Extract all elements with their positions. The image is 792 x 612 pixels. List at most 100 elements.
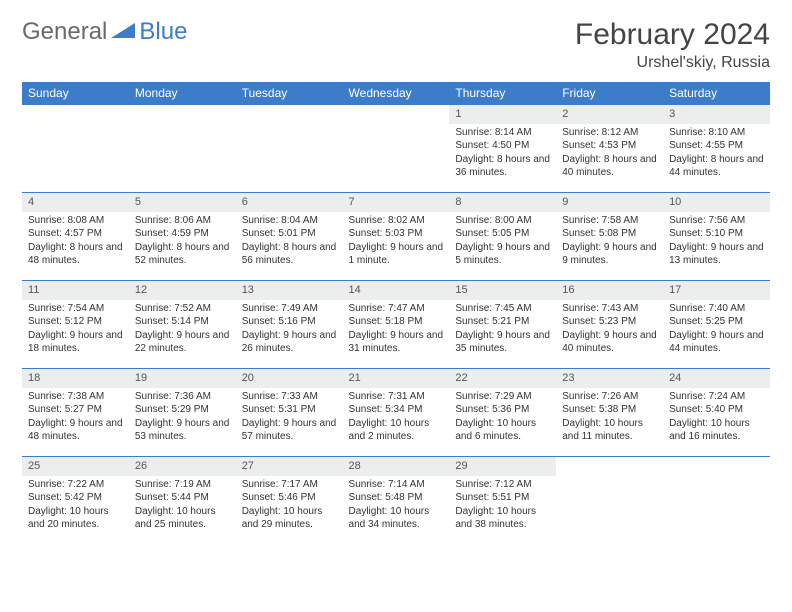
day-number: 28 bbox=[343, 457, 450, 476]
daylight-text: Daylight: 8 hours and 36 minutes. bbox=[455, 153, 550, 180]
calendar-cell: 24Sunrise: 7:24 AMSunset: 5:40 PMDayligh… bbox=[663, 369, 770, 457]
sunset-text: Sunset: 5:21 PM bbox=[455, 315, 550, 329]
day-number: 16 bbox=[556, 281, 663, 300]
day-number: 7 bbox=[343, 193, 450, 212]
sunset-text: Sunset: 5:05 PM bbox=[455, 227, 550, 241]
daylight-text: Daylight: 10 hours and 25 minutes. bbox=[135, 505, 230, 532]
calendar-cell: 9Sunrise: 7:58 AMSunset: 5:08 PMDaylight… bbox=[556, 193, 663, 281]
sunset-text: Sunset: 5:42 PM bbox=[28, 491, 123, 505]
calendar-cell: 8Sunrise: 8:00 AMSunset: 5:05 PMDaylight… bbox=[449, 193, 556, 281]
day-number: 11 bbox=[22, 281, 129, 300]
day-body: Sunrise: 7:40 AMSunset: 5:25 PMDaylight:… bbox=[663, 300, 770, 360]
sunrise-text: Sunrise: 8:00 AM bbox=[455, 214, 550, 228]
day-number: 22 bbox=[449, 369, 556, 388]
day-body: Sunrise: 8:00 AMSunset: 5:05 PMDaylight:… bbox=[449, 212, 556, 272]
sunset-text: Sunset: 5:14 PM bbox=[135, 315, 230, 329]
daylight-text: Daylight: 9 hours and 9 minutes. bbox=[562, 241, 657, 268]
day-body: Sunrise: 7:12 AMSunset: 5:51 PMDaylight:… bbox=[449, 476, 556, 536]
day-body: Sunrise: 7:49 AMSunset: 5:16 PMDaylight:… bbox=[236, 300, 343, 360]
logo: General Blue bbox=[22, 18, 187, 46]
calendar-cell: 26Sunrise: 7:19 AMSunset: 5:44 PMDayligh… bbox=[129, 457, 236, 545]
calendar-cell: 23Sunrise: 7:26 AMSunset: 5:38 PMDayligh… bbox=[556, 369, 663, 457]
day-number: 21 bbox=[343, 369, 450, 388]
sunset-text: Sunset: 5:44 PM bbox=[135, 491, 230, 505]
logo-text-general: General bbox=[22, 18, 107, 46]
sunrise-text: Sunrise: 7:45 AM bbox=[455, 302, 550, 316]
weekday-header: Tuesday bbox=[236, 82, 343, 105]
sunrise-text: Sunrise: 8:12 AM bbox=[562, 126, 657, 140]
day-number: 15 bbox=[449, 281, 556, 300]
calendar-cell: 18Sunrise: 7:38 AMSunset: 5:27 PMDayligh… bbox=[22, 369, 129, 457]
sunrise-text: Sunrise: 8:06 AM bbox=[135, 214, 230, 228]
day-number: 26 bbox=[129, 457, 236, 476]
calendar-cell bbox=[556, 457, 663, 545]
sunrise-text: Sunrise: 8:14 AM bbox=[455, 126, 550, 140]
day-body: Sunrise: 7:31 AMSunset: 5:34 PMDaylight:… bbox=[343, 388, 450, 448]
sunset-text: Sunset: 5:51 PM bbox=[455, 491, 550, 505]
sunset-text: Sunset: 5:23 PM bbox=[562, 315, 657, 329]
calendar-cell bbox=[22, 105, 129, 193]
weekday-header-row: SundayMondayTuesdayWednesdayThursdayFrid… bbox=[22, 82, 770, 105]
daylight-text: Daylight: 8 hours and 52 minutes. bbox=[135, 241, 230, 268]
daylight-text: Daylight: 10 hours and 38 minutes. bbox=[455, 505, 550, 532]
day-body: Sunrise: 7:19 AMSunset: 5:44 PMDaylight:… bbox=[129, 476, 236, 536]
daylight-text: Daylight: 9 hours and 40 minutes. bbox=[562, 329, 657, 356]
daylight-text: Daylight: 9 hours and 35 minutes. bbox=[455, 329, 550, 356]
sunset-text: Sunset: 5:18 PM bbox=[349, 315, 444, 329]
calendar-cell: 14Sunrise: 7:47 AMSunset: 5:18 PMDayligh… bbox=[343, 281, 450, 369]
sunrise-text: Sunrise: 7:33 AM bbox=[242, 390, 337, 404]
sunrise-text: Sunrise: 8:08 AM bbox=[28, 214, 123, 228]
daylight-text: Daylight: 9 hours and 5 minutes. bbox=[455, 241, 550, 268]
daylight-text: Daylight: 8 hours and 48 minutes. bbox=[28, 241, 123, 268]
calendar-cell: 19Sunrise: 7:36 AMSunset: 5:29 PMDayligh… bbox=[129, 369, 236, 457]
day-body: Sunrise: 7:54 AMSunset: 5:12 PMDaylight:… bbox=[22, 300, 129, 360]
calendar-cell: 11Sunrise: 7:54 AMSunset: 5:12 PMDayligh… bbox=[22, 281, 129, 369]
sunset-text: Sunset: 5:48 PM bbox=[349, 491, 444, 505]
daylight-text: Daylight: 9 hours and 31 minutes. bbox=[349, 329, 444, 356]
calendar-row: 4Sunrise: 8:08 AMSunset: 4:57 PMDaylight… bbox=[22, 193, 770, 281]
daylight-text: Daylight: 10 hours and 34 minutes. bbox=[349, 505, 444, 532]
daylight-text: Daylight: 9 hours and 13 minutes. bbox=[669, 241, 764, 268]
daylight-text: Daylight: 10 hours and 11 minutes. bbox=[562, 417, 657, 444]
sunrise-text: Sunrise: 7:56 AM bbox=[669, 214, 764, 228]
daylight-text: Daylight: 9 hours and 53 minutes. bbox=[135, 417, 230, 444]
weekday-header: Sunday bbox=[22, 82, 129, 105]
sunrise-text: Sunrise: 7:54 AM bbox=[28, 302, 123, 316]
day-number: 10 bbox=[663, 193, 770, 212]
sunrise-text: Sunrise: 7:58 AM bbox=[562, 214, 657, 228]
sunset-text: Sunset: 4:53 PM bbox=[562, 139, 657, 153]
calendar-cell: 7Sunrise: 8:02 AMSunset: 5:03 PMDaylight… bbox=[343, 193, 450, 281]
day-body: Sunrise: 7:52 AMSunset: 5:14 PMDaylight:… bbox=[129, 300, 236, 360]
sunset-text: Sunset: 5:36 PM bbox=[455, 403, 550, 417]
sunset-text: Sunset: 5:10 PM bbox=[669, 227, 764, 241]
daylight-text: Daylight: 10 hours and 6 minutes. bbox=[455, 417, 550, 444]
sunrise-text: Sunrise: 7:52 AM bbox=[135, 302, 230, 316]
sunset-text: Sunset: 5:16 PM bbox=[242, 315, 337, 329]
weekday-header: Monday bbox=[129, 82, 236, 105]
weekday-header: Saturday bbox=[663, 82, 770, 105]
daylight-text: Daylight: 9 hours and 44 minutes. bbox=[669, 329, 764, 356]
day-body: Sunrise: 8:06 AMSunset: 4:59 PMDaylight:… bbox=[129, 212, 236, 272]
day-number: 6 bbox=[236, 193, 343, 212]
sunset-text: Sunset: 5:12 PM bbox=[28, 315, 123, 329]
sunset-text: Sunset: 4:57 PM bbox=[28, 227, 123, 241]
sunset-text: Sunset: 5:01 PM bbox=[242, 227, 337, 241]
daylight-text: Daylight: 9 hours and 48 minutes. bbox=[28, 417, 123, 444]
day-number: 1 bbox=[449, 105, 556, 124]
day-body: Sunrise: 7:58 AMSunset: 5:08 PMDaylight:… bbox=[556, 212, 663, 272]
day-body: Sunrise: 8:02 AMSunset: 5:03 PMDaylight:… bbox=[343, 212, 450, 272]
calendar-cell bbox=[343, 105, 450, 193]
day-number: 29 bbox=[449, 457, 556, 476]
day-number: 13 bbox=[236, 281, 343, 300]
day-number: 23 bbox=[556, 369, 663, 388]
sunrise-text: Sunrise: 7:36 AM bbox=[135, 390, 230, 404]
calendar-cell: 20Sunrise: 7:33 AMSunset: 5:31 PMDayligh… bbox=[236, 369, 343, 457]
sunrise-text: Sunrise: 8:02 AM bbox=[349, 214, 444, 228]
day-body: Sunrise: 7:29 AMSunset: 5:36 PMDaylight:… bbox=[449, 388, 556, 448]
calendar-cell: 4Sunrise: 8:08 AMSunset: 4:57 PMDaylight… bbox=[22, 193, 129, 281]
sunset-text: Sunset: 4:59 PM bbox=[135, 227, 230, 241]
day-number: 25 bbox=[22, 457, 129, 476]
sunrise-text: Sunrise: 7:19 AM bbox=[135, 478, 230, 492]
location-label: Urshel'skiy, Russia bbox=[575, 54, 770, 72]
day-number: 20 bbox=[236, 369, 343, 388]
